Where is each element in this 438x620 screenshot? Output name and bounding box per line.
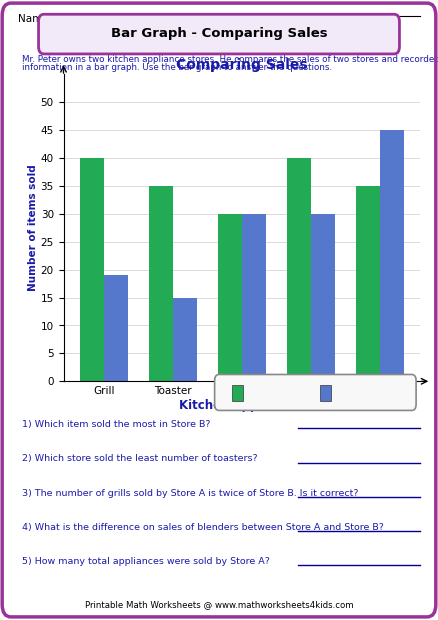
Bar bbox=[380, 130, 404, 381]
Y-axis label: Number of items sold: Number of items sold bbox=[28, 164, 38, 291]
Text: 4) What is the difference on sales of blenders between Store A and Store B?: 4) What is the difference on sales of bl… bbox=[22, 523, 384, 532]
Text: Store B: Store B bbox=[335, 388, 376, 398]
Bar bbox=[242, 214, 266, 381]
Text: information in a bar graph. Use the bar graph to answer the questions.: information in a bar graph. Use the bar … bbox=[22, 63, 332, 73]
Bar bbox=[287, 158, 311, 381]
Bar bbox=[149, 186, 173, 381]
Bar bbox=[80, 158, 104, 381]
FancyBboxPatch shape bbox=[39, 14, 399, 54]
Text: 3) The number of grills sold by Store A is twice of Store B. Is it correct?: 3) The number of grills sold by Store A … bbox=[22, 489, 358, 498]
Bar bbox=[218, 214, 242, 381]
Text: Mr. Peter owns two kitchen appliance stores. He compares the sales of two stores: Mr. Peter owns two kitchen appliance sto… bbox=[22, 55, 438, 64]
Text: Printable Math Worksheets @ www.mathworksheets4kids.com: Printable Math Worksheets @ www.mathwork… bbox=[85, 600, 353, 609]
Bar bbox=[356, 186, 380, 381]
Text: 1) Which item sold the most in Store B?: 1) Which item sold the most in Store B? bbox=[22, 420, 210, 430]
Text: 5) How many total appliances were sold by Store A?: 5) How many total appliances were sold b… bbox=[22, 557, 270, 566]
Text: Store A: Store A bbox=[247, 388, 288, 398]
FancyBboxPatch shape bbox=[215, 374, 416, 410]
Title: Comparing Sales: Comparing Sales bbox=[176, 58, 308, 72]
Text: 2) Which store sold the least number of toasters?: 2) Which store sold the least number of … bbox=[22, 454, 258, 464]
Text: Name :: Name : bbox=[18, 14, 58, 24]
Bar bbox=[104, 275, 128, 381]
X-axis label: Kitchen appliances: Kitchen appliances bbox=[179, 399, 305, 412]
Bar bbox=[173, 298, 197, 381]
Bar bbox=[320, 385, 331, 401]
Text: Bar Graph - Comparing Sales: Bar Graph - Comparing Sales bbox=[111, 27, 327, 40]
Text: Score :: Score : bbox=[263, 14, 302, 24]
Bar bbox=[311, 214, 335, 381]
Bar bbox=[232, 385, 243, 401]
